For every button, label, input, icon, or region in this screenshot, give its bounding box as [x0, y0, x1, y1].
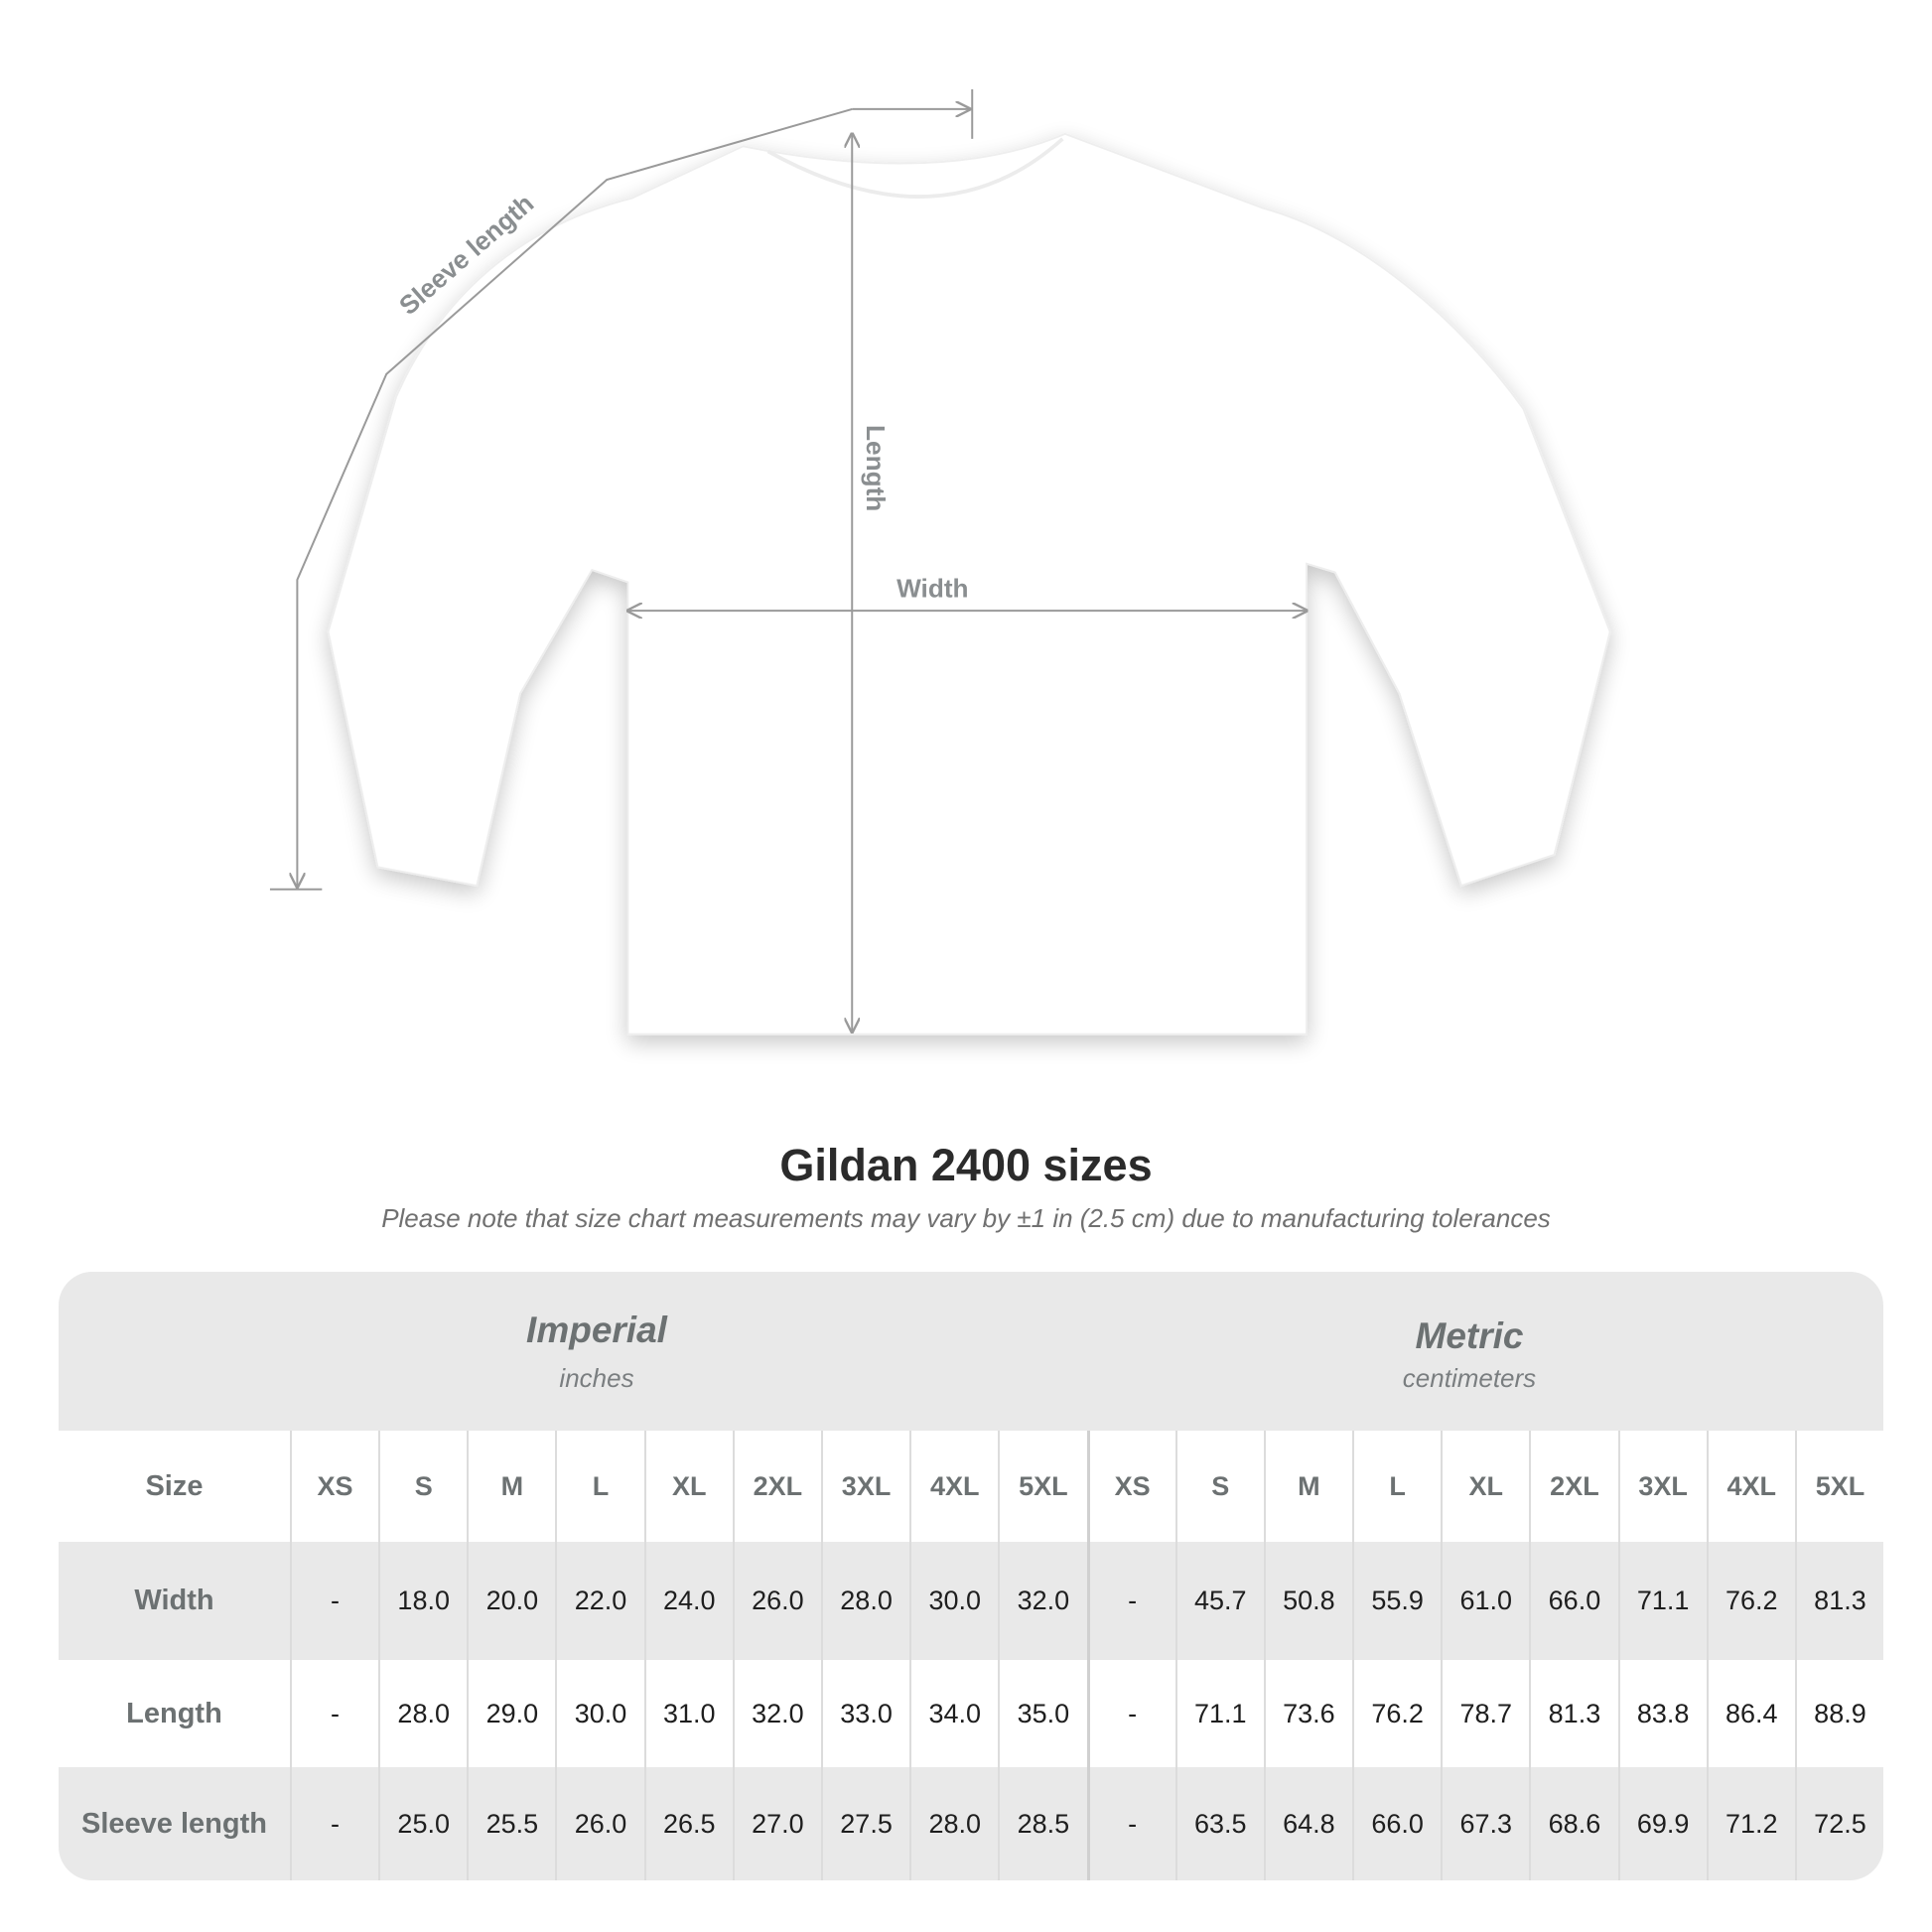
imperial-size-3xl: 3XL	[820, 1431, 909, 1542]
metric-value-cell: 61.0	[1441, 1542, 1529, 1660]
imperial-value-cell: 25.5	[467, 1767, 555, 1880]
imperial-value-cell: 25.0	[378, 1767, 467, 1880]
imperial-value-cell: -	[289, 1542, 378, 1660]
size-header-row: Size XS S M L XL 2XL 3XL 4XL 5XL XS S M L XL 2XL 3XL 4XL 5…	[59, 1431, 1883, 1542]
metric-value-cell: 63.5	[1174, 1767, 1264, 1880]
metric-unit: centimeters	[1402, 1363, 1537, 1393]
imperial-unit: inches	[559, 1363, 634, 1393]
imperial-size-xs: XS	[289, 1431, 378, 1542]
metric-value-cell: 81.3	[1794, 1542, 1883, 1660]
imperial-size-5xl: 5XL	[998, 1431, 1086, 1542]
imperial-value-cell: 27.5	[820, 1767, 909, 1880]
table-row-length: Length -28.0 29.0 30.0 31.0 32.0 33.0 34.0 35.0-…	[59, 1660, 1883, 1767]
metric-value-cell: 71.1	[1617, 1542, 1707, 1660]
imperial-value-cell: 26.0	[732, 1542, 821, 1660]
imperial-value-cell: 28.0	[909, 1767, 998, 1880]
metric-value-cell: 55.9	[1352, 1542, 1441, 1660]
metric-value-cell: 64.8	[1263, 1767, 1352, 1880]
imperial-value-cell: 26.0	[555, 1767, 643, 1880]
metric-value-cell: -	[1086, 1767, 1175, 1880]
metric-size-l: L	[1352, 1431, 1441, 1542]
size-label: Size	[145, 1469, 204, 1502]
imperial-value-cell: 24.0	[643, 1542, 733, 1660]
table-row-width: Width -18.0 20.0 22.0 24.0 26.0 28.0 30.0 32.0-4…	[59, 1542, 1883, 1660]
metric-value-cell: 81.3	[1529, 1660, 1617, 1767]
imperial-value-cell: 30.0	[555, 1660, 643, 1767]
metric-size-3xl: 3XL	[1617, 1431, 1707, 1542]
imperial-size-l: L	[555, 1431, 643, 1542]
imperial-value-cell: 28.0	[820, 1542, 909, 1660]
imperial-value-cell: 26.5	[643, 1767, 733, 1880]
metric-value-cell: -	[1086, 1660, 1175, 1767]
neck-rib	[766, 137, 1064, 199]
metric-value-cell: 78.7	[1441, 1660, 1529, 1767]
metric-value-cell: 83.8	[1617, 1660, 1707, 1767]
imperial-value-cell: 32.0	[732, 1660, 821, 1767]
length-label: Length	[861, 425, 891, 511]
imperial-value-cell: -	[289, 1767, 378, 1880]
metric-value-cell: 67.3	[1441, 1767, 1529, 1880]
imperial-value-cell: 29.0	[467, 1660, 555, 1767]
imperial-value-cell: -	[289, 1660, 378, 1767]
imperial-title: Imperial	[526, 1310, 667, 1350]
imperial-size-2xl: 2XL	[732, 1431, 821, 1542]
imperial-value-cell: 34.0	[909, 1660, 998, 1767]
row-label: Sleeve length	[80, 1807, 267, 1840]
metric-value-cell: 69.9	[1617, 1767, 1707, 1880]
metric-size-4xl: 4XL	[1706, 1431, 1795, 1542]
metric-value-cell: 66.0	[1352, 1767, 1441, 1880]
metric-value-cell: 73.6	[1263, 1660, 1352, 1767]
imperial-value-cell: 18.0	[378, 1542, 467, 1660]
metric-size-s: S	[1174, 1431, 1264, 1542]
width-label: Width	[897, 573, 968, 603]
metric-value-cell: 66.0	[1529, 1542, 1617, 1660]
table-row-sleeve-length: Sleeve length -25.0 25.5 26.0 26.5 27.0 27.5 28…	[59, 1767, 1883, 1880]
unit-header: Imperial inches Metric centimeters	[59, 1272, 1883, 1431]
metric-value-cell: 86.4	[1706, 1660, 1795, 1767]
metric-value-cell: 68.6	[1529, 1767, 1617, 1880]
page-title: Gildan 2400 sizes	[779, 1140, 1153, 1190]
metric-size-xs: XS	[1086, 1431, 1175, 1542]
imperial-value-cell: 27.0	[732, 1767, 821, 1880]
shirt-diagram: Sleeve length Length Width	[269, 88, 1611, 1035]
tolerance-note: Please note that size chart measurements…	[381, 1203, 1551, 1233]
metric-value-cell: 45.7	[1174, 1542, 1264, 1660]
metric-size-2xl: 2XL	[1529, 1431, 1617, 1542]
sleeve-length-dimension	[269, 88, 974, 891]
metric-value-cell: 50.8	[1263, 1542, 1352, 1660]
metric-value-cell: 72.5	[1794, 1767, 1883, 1880]
imperial-size-m: M	[467, 1431, 555, 1542]
imperial-value-cell: 33.0	[820, 1660, 909, 1767]
imperial-value-cell: 32.0	[998, 1542, 1086, 1660]
metric-size-xl: XL	[1441, 1431, 1529, 1542]
shirt-shape	[327, 132, 1611, 1035]
imperial-value-cell: 28.0	[378, 1660, 467, 1767]
metric-header: Metric centimeters	[1271, 1315, 1668, 1394]
imperial-size-s: S	[378, 1431, 467, 1542]
imperial-header: Imperial inches	[398, 1310, 795, 1394]
imperial-size-4xl: 4XL	[909, 1431, 998, 1542]
imperial-value-cell: 28.5	[998, 1767, 1086, 1880]
imperial-value-cell: 22.0	[555, 1542, 643, 1660]
metric-size-m: M	[1263, 1431, 1352, 1542]
metric-value-cell: 71.1	[1174, 1660, 1264, 1767]
metric-title: Metric	[1415, 1315, 1524, 1356]
metric-value-cell: 88.9	[1794, 1660, 1883, 1767]
size-table: Imperial inches Metric centimeters Size X…	[59, 1272, 1883, 1880]
imperial-value-cell: 30.0	[909, 1542, 998, 1660]
metric-size-5xl: 5XL	[1794, 1431, 1883, 1542]
metric-value-cell: 76.2	[1352, 1660, 1441, 1767]
imperial-size-xl: XL	[643, 1431, 733, 1542]
imperial-value-cell: 31.0	[643, 1660, 733, 1767]
imperial-value-cell: 20.0	[467, 1542, 555, 1660]
imperial-value-cell: 35.0	[998, 1660, 1086, 1767]
row-label: Width	[134, 1585, 214, 1616]
metric-value-cell: 76.2	[1706, 1542, 1795, 1660]
metric-value-cell: -	[1086, 1542, 1175, 1660]
row-label: Length	[126, 1697, 222, 1729]
metric-value-cell: 71.2	[1706, 1767, 1795, 1880]
